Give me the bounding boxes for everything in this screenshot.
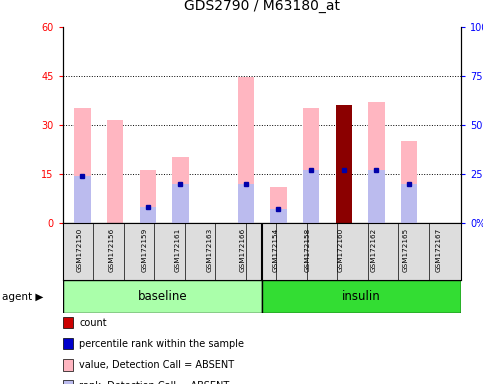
Text: GSM172167: GSM172167 bbox=[436, 227, 441, 271]
Text: GSM172160: GSM172160 bbox=[338, 227, 344, 271]
Bar bbox=[270, 187, 286, 223]
Text: GSM172162: GSM172162 bbox=[370, 227, 376, 271]
Text: percentile rank within the sample: percentile rank within the sample bbox=[79, 339, 244, 349]
Bar bbox=[336, 105, 352, 223]
Text: GSM172161: GSM172161 bbox=[174, 227, 180, 271]
Bar bbox=[172, 184, 188, 223]
Text: GSM172150: GSM172150 bbox=[76, 227, 83, 271]
Bar bbox=[140, 170, 156, 223]
Bar bbox=[74, 109, 90, 223]
Text: GDS2790 / M63180_at: GDS2790 / M63180_at bbox=[184, 0, 340, 13]
Bar bbox=[238, 78, 254, 223]
Text: baseline: baseline bbox=[138, 290, 187, 303]
Bar bbox=[238, 184, 254, 223]
Bar bbox=[368, 170, 384, 223]
Text: value, Detection Call = ABSENT: value, Detection Call = ABSENT bbox=[79, 360, 234, 370]
Text: GSM172158: GSM172158 bbox=[305, 227, 311, 271]
Bar bbox=[262, 280, 461, 313]
Text: GSM172166: GSM172166 bbox=[240, 227, 246, 271]
Text: GSM172156: GSM172156 bbox=[109, 227, 115, 271]
Bar bbox=[74, 176, 90, 223]
Bar bbox=[368, 102, 384, 223]
Bar bbox=[63, 280, 262, 313]
Bar bbox=[303, 109, 319, 223]
Text: GSM172163: GSM172163 bbox=[207, 227, 213, 271]
Text: GSM172165: GSM172165 bbox=[403, 227, 409, 271]
Text: agent ▶: agent ▶ bbox=[2, 291, 44, 302]
Text: GSM172159: GSM172159 bbox=[142, 227, 148, 271]
Text: insulin: insulin bbox=[342, 290, 381, 303]
Bar bbox=[172, 157, 188, 223]
Bar bbox=[336, 105, 352, 223]
Text: rank, Detection Call = ABSENT: rank, Detection Call = ABSENT bbox=[79, 381, 229, 384]
Bar bbox=[303, 170, 319, 223]
Text: count: count bbox=[79, 318, 107, 328]
Bar bbox=[270, 209, 286, 223]
Text: GSM172154: GSM172154 bbox=[272, 227, 278, 271]
Bar bbox=[401, 184, 417, 223]
Bar bbox=[401, 141, 417, 223]
Bar bbox=[107, 120, 123, 223]
Bar bbox=[140, 207, 156, 223]
